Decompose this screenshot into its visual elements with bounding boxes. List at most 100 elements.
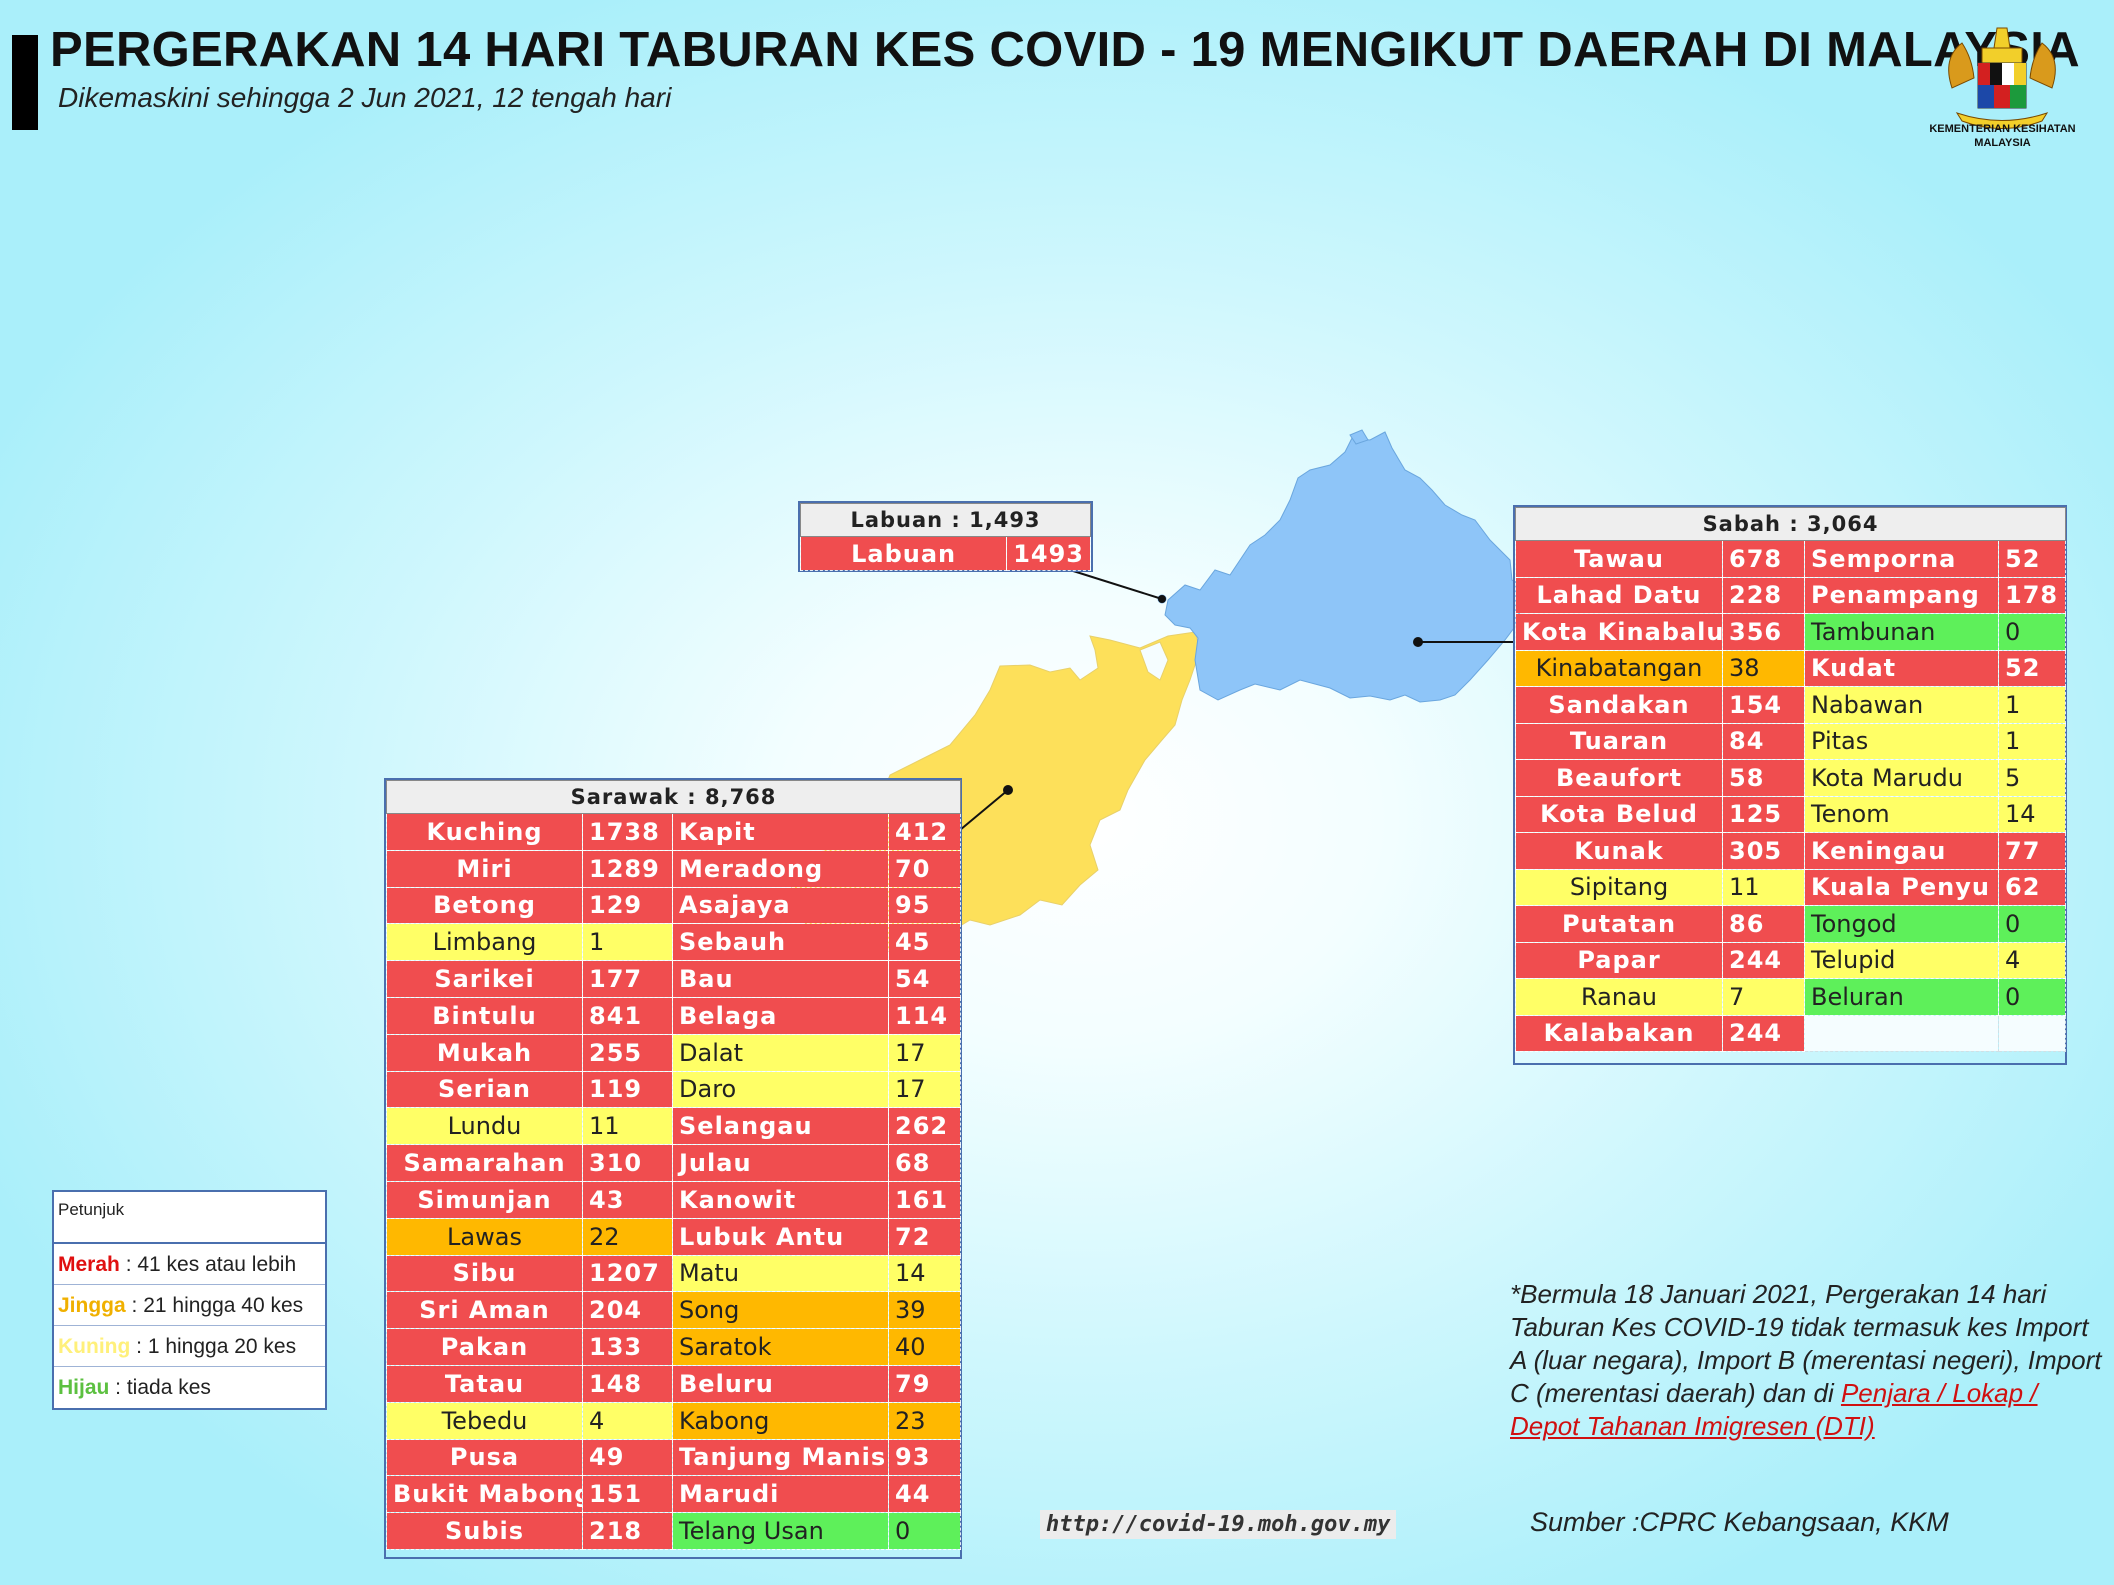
- sabah-row: Kinabatangan 38 Kudat 52: [1515, 649, 2067, 687]
- labuan-district-cases: 1493: [1006, 536, 1091, 571]
- sarawak-row: Serian 119 Daro 17: [386, 1070, 961, 1109]
- sabah-district-cases: 0: [1997, 978, 2067, 1016]
- sabah-district-cases: 678: [1722, 540, 1805, 578]
- sabah-island: [1349, 429, 1369, 445]
- sabah-district-name: Beluran: [1804, 978, 1999, 1016]
- sabah-district-name: Kalabakan: [1515, 1014, 1723, 1052]
- sarawak-district-name: Pusa: [386, 1438, 583, 1477]
- website-url[interactable]: http://covid-19.moh.gov.my: [1040, 1510, 1397, 1539]
- sarawak-district-name: Limbang: [386, 923, 583, 962]
- sarawak-district-cases: 93: [888, 1438, 961, 1477]
- sarawak-district-name: Bau: [672, 960, 889, 998]
- sarawak-row: Simunjan 43 Kanowit 161: [386, 1180, 961, 1219]
- sabah-row: Kota Kinabalu 356 Tambunan 0: [1515, 613, 2067, 651]
- sabah-table: Sabah : 3,064 Tawau 678 Semporna 52 Lahad Da…: [1513, 505, 2067, 1065]
- sabah-district-cases: 305: [1722, 832, 1805, 870]
- sabah-district-name: [1804, 1014, 1999, 1052]
- sarawak-district-name: Matu: [672, 1254, 889, 1293]
- sabah-district-name: Tuaran: [1515, 722, 1723, 760]
- sarawak-district-name: Samarahan: [386, 1144, 583, 1182]
- sabah-district-cases: 86: [1722, 905, 1805, 943]
- source-credit: Sumber :CPRC Kebangsaan, KKM: [1530, 1507, 1949, 1537]
- sarawak-pin: [1003, 785, 1013, 795]
- sarawak-district-cases: 310: [582, 1144, 673, 1182]
- sarawak-district-name: Sebauh: [672, 923, 889, 962]
- sabah-district-name: Lahad Datu: [1515, 576, 1723, 614]
- sarawak-row: Betong 129 Asajaya 95: [386, 886, 961, 925]
- sarawak-district-cases: 841: [582, 996, 673, 1035]
- sarawak-table: Sarawak : 8,768 Kuching 1738 Kapit 412 Miri 1…: [384, 778, 962, 1559]
- sarawak-district-name: Bukit Mabong: [386, 1475, 583, 1514]
- ministry-name-line-2: MALAYSIA: [1974, 137, 2031, 149]
- sabah-district-name: Semporna: [1804, 540, 1999, 578]
- sabah-district-cases: 244: [1722, 941, 1805, 979]
- sarawak-district-name: Asajaya: [672, 886, 889, 925]
- sarawak-district-cases: 45: [888, 923, 961, 962]
- sarawak-district-name: Sibu: [386, 1254, 583, 1293]
- footnote: *Bermula 18 Januari 2021, Pergerakan 14 …: [1510, 1278, 2110, 1443]
- sarawak-district-name: Tanjung Manis: [672, 1438, 889, 1477]
- sarawak-district-name: Serian: [386, 1070, 583, 1109]
- sarawak-district-name: Daro: [672, 1070, 889, 1109]
- sabah-district-name: Tongod: [1804, 905, 1999, 943]
- sabah-district-name: Putatan: [1515, 905, 1723, 943]
- sabah-region[interactable]: [1164, 431, 1531, 703]
- sabah-district-cases: 62: [1997, 868, 2067, 906]
- title-accent-bar: [12, 35, 38, 130]
- ministry-name: KEMENTERIAN KESIHATAN MALAYSIA: [1905, 122, 2100, 150]
- sarawak-row: Sri Aman 204 Song 39: [386, 1291, 961, 1330]
- sabah-district-name: Kota Belud: [1515, 795, 1723, 833]
- sarawak-district-name: Meradong: [672, 849, 889, 888]
- sarawak-district-name: Tebedu: [386, 1401, 583, 1440]
- sabah-row: Sandakan 154 Nabawan 1: [1515, 686, 2067, 724]
- sarawak-district-name: Selangau: [672, 1107, 889, 1146]
- sarawak-row: Lundu 11 Selangau 262: [386, 1107, 961, 1146]
- sarawak-district-name: Sri Aman: [386, 1291, 583, 1330]
- sabah-district-cases: 38: [1722, 649, 1805, 687]
- ministry-crest-logo: [1948, 27, 2056, 129]
- sabah-district-cases: 125: [1722, 795, 1805, 833]
- sabah-district-cases: 5: [1997, 759, 2067, 797]
- sarawak-row: Bukit Mabong 151 Marudi 44: [386, 1475, 961, 1514]
- sarawak-district-cases: 119: [582, 1070, 673, 1109]
- sarawak-row: Tatau 148 Beluru 79: [386, 1364, 961, 1403]
- legend-item-hijau: Hijau : tiada kes: [54, 1367, 325, 1408]
- sabah-district-cases: 1: [1997, 686, 2067, 724]
- sabah-district-name: Penampang: [1804, 576, 1999, 614]
- sarawak-district-cases: 255: [582, 1033, 673, 1072]
- sarawak-district-cases: 151: [582, 1475, 673, 1514]
- sarawak-district-cases: 68: [888, 1144, 961, 1182]
- sarawak-district-cases: 1289: [582, 849, 673, 888]
- sabah-row: Beaufort 58 Kota Marudu 5: [1515, 759, 2067, 797]
- sabah-district-name: Pitas: [1804, 722, 1999, 760]
- sarawak-district-name: Julau: [672, 1144, 889, 1182]
- sarawak-row: Miri 1289 Meradong 70: [386, 849, 961, 888]
- sarawak-district-name: Telang Usan: [672, 1512, 889, 1550]
- footnote-link[interactable]: Penjara / Lokap / Depot Tahanan Imigrese…: [1510, 1378, 2038, 1441]
- sabah-district-cases: [1997, 1014, 2067, 1052]
- sabah-district-cases: 58: [1722, 759, 1805, 797]
- sarawak-row: Subis 218 Telang Usan 0: [386, 1512, 961, 1550]
- sabah-row: Tuaran 84 Pitas 1: [1515, 722, 2067, 760]
- sabah-district-name: Kunak: [1515, 832, 1723, 870]
- sabah-row: Sipitang 11 Kuala Penyu 62: [1515, 868, 2067, 906]
- sarawak-district-cases: 95: [888, 886, 961, 925]
- sarawak-district-cases: 177: [582, 960, 673, 998]
- sarawak-district-name: Pakan: [386, 1328, 583, 1366]
- sarawak-district-cases: 54: [888, 960, 961, 998]
- sabah-district-name: Sipitang: [1515, 868, 1723, 906]
- sabah-district-name: Keningau: [1804, 832, 1999, 870]
- legend-key-merah: Merah: [58, 1253, 120, 1276]
- sarawak-district-name: Sarikei: [386, 960, 583, 998]
- labuan-district-name: Labuan: [799, 536, 1008, 571]
- sarawak-district-name: Dalat: [672, 1033, 889, 1072]
- sabah-district-name: Kota Kinabalu: [1515, 613, 1723, 651]
- sabah-district-cases: 52: [1997, 649, 2067, 687]
- sarawak-district-cases: 44: [888, 1475, 961, 1514]
- sabah-district-name: Kota Marudu: [1804, 759, 1999, 797]
- sarawak-district-name: Mukah: [386, 1033, 583, 1072]
- sarawak-district-cases: 218: [582, 1512, 673, 1550]
- sarawak-district-name: Bintulu: [386, 996, 583, 1035]
- sabah-row: Kalabakan 244: [1515, 1014, 2067, 1052]
- sarawak-district-cases: 23: [888, 1401, 961, 1440]
